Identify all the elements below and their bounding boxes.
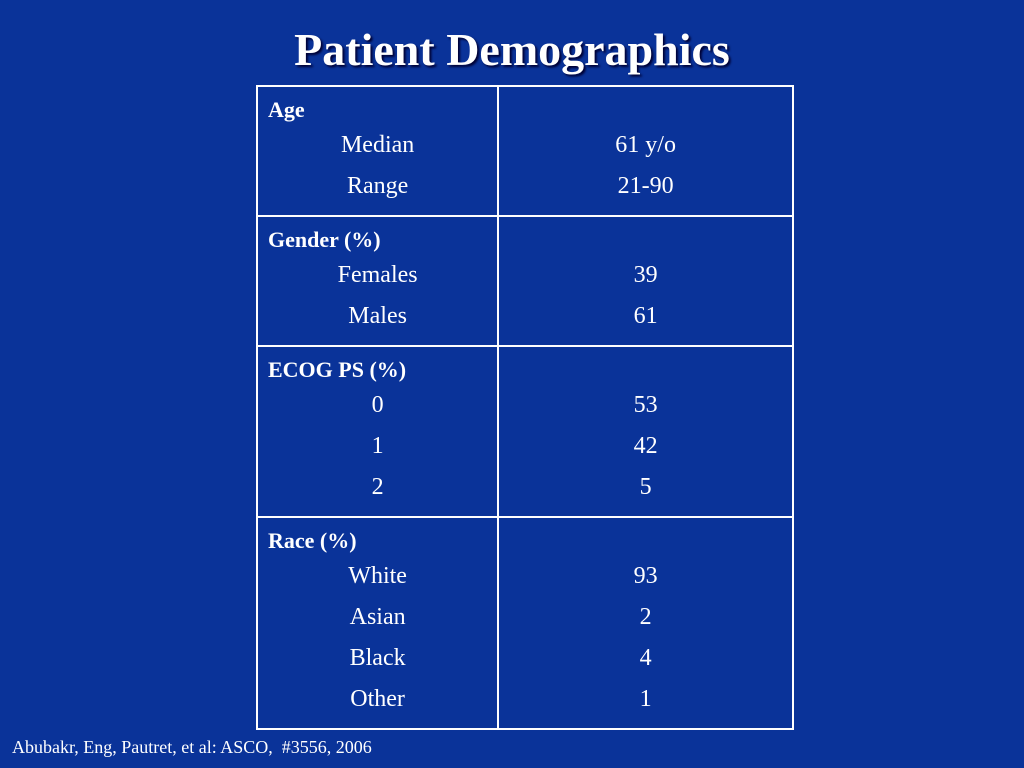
row-value: 2 — [639, 604, 652, 630]
row-value: 42 — [633, 433, 658, 459]
citation-footnote: Abubakr, Eng, Pautret, et al: ASCO, #355… — [12, 737, 372, 757]
group-heading: ECOG PS (%) — [268, 357, 407, 382]
row-value: 61 y/o — [615, 132, 676, 158]
row-label: Other — [350, 686, 405, 712]
row-label: Median — [340, 132, 415, 158]
group-heading: Gender (%) — [268, 227, 381, 252]
slide-title: Patient Demographics — [294, 24, 730, 75]
row-value: 53 — [633, 392, 658, 418]
row-value: 5 — [639, 474, 652, 500]
row-label: White — [348, 563, 407, 589]
table-group-gender: Gender (%) Females Males 39 61 — [255, 215, 794, 347]
row-label: 0 — [371, 392, 384, 418]
group-heading: Age — [268, 97, 305, 122]
group-value-cell: 93 2 4 1 — [497, 516, 794, 730]
group-value-cell: 53 42 5 — [497, 345, 794, 518]
row-value: 21-90 — [617, 173, 674, 199]
table-group-race: Race (%) White Asian Black Other 93 2 4 … — [255, 516, 794, 730]
row-label: Males — [348, 303, 407, 329]
row-label: Range — [346, 173, 409, 199]
row-label: 2 — [371, 474, 384, 500]
row-label: Asian — [349, 604, 406, 630]
group-label-cell: Race (%) White Asian Black Other — [255, 516, 500, 730]
demographics-table: Age Median Range 61 y/o 21-90 Gender (%)… — [255, 85, 794, 730]
group-label-cell: Gender (%) Females Males — [255, 215, 500, 347]
row-value: 39 — [633, 262, 658, 288]
row-value: 61 — [633, 303, 658, 329]
group-label-cell: Age Median Range — [255, 85, 500, 217]
row-value: 1 — [639, 686, 652, 712]
group-value-cell: 61 y/o 21-90 — [497, 85, 794, 217]
row-label: 1 — [371, 433, 384, 459]
group-label-cell: ECOG PS (%) 0 1 2 — [255, 345, 500, 518]
table-group-age: Age Median Range 61 y/o 21-90 — [255, 85, 794, 217]
group-heading: Race (%) — [268, 528, 357, 553]
group-value-cell: 39 61 — [497, 215, 794, 347]
table-group-ecog: ECOG PS (%) 0 1 2 53 42 5 — [255, 345, 794, 518]
row-label: Black — [349, 645, 406, 671]
row-label: Females — [337, 262, 418, 288]
row-value: 93 — [633, 563, 658, 589]
row-value: 4 — [639, 645, 652, 671]
